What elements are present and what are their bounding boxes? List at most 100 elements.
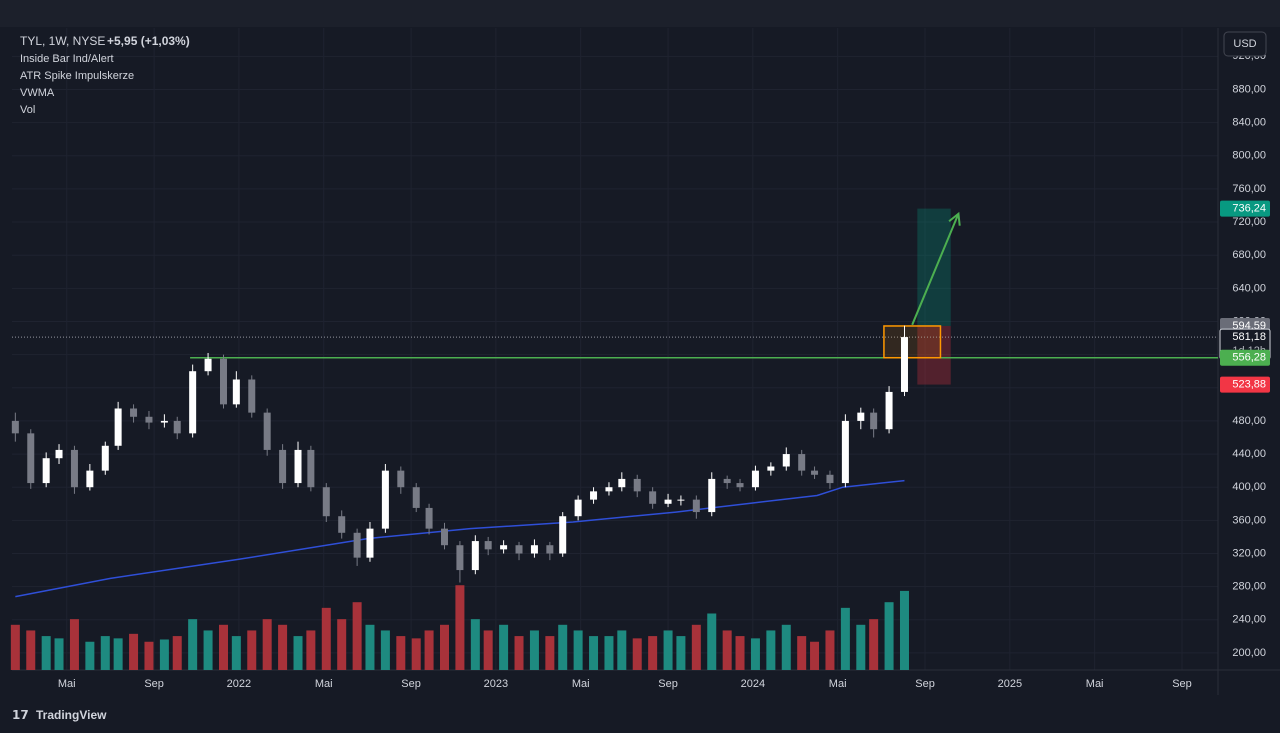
candle-body (692, 499, 700, 513)
stop-zone (917, 325, 951, 385)
currency[interactable]: USD (1233, 38, 1256, 50)
candle-body (708, 478, 716, 513)
volume-bar (499, 624, 509, 670)
top-strip (0, 0, 1280, 27)
candle-body (42, 458, 50, 484)
x-tick-label: 2024 (741, 678, 765, 690)
candle-body (870, 412, 878, 430)
candle-body (130, 408, 138, 417)
y-tick-label: 800,00 (1232, 150, 1266, 162)
volume-bar (722, 630, 732, 670)
brand: TradingView (36, 708, 107, 722)
y-tick-label: 200,00 (1232, 647, 1266, 659)
volume-bar (514, 636, 524, 670)
candle-body (189, 371, 197, 434)
volume-bar (85, 641, 95, 670)
price-label-bg (1220, 376, 1270, 393)
y-tick-label: 840,00 (1232, 117, 1266, 129)
candle-body (633, 478, 641, 492)
volume-bar (396, 636, 406, 670)
volume-bar (69, 619, 79, 670)
candle-body (279, 449, 287, 484)
candle-body (456, 545, 464, 571)
currency-button[interactable] (1223, 31, 1267, 57)
x-tick-label: Mai (315, 678, 333, 690)
candle-body (664, 499, 672, 504)
volume-bar (810, 641, 820, 670)
x-tick-label: Mai (58, 678, 76, 690)
candle-body (767, 466, 775, 471)
volume-bar (676, 636, 686, 670)
volume-bar (884, 602, 894, 670)
vwma-line (15, 479, 905, 598)
logo: 𝟭𝟳 (12, 708, 29, 722)
volume-bar (113, 638, 123, 670)
candle-body (811, 470, 819, 475)
y-tick-label: 400,00 (1232, 481, 1266, 493)
volume-bar (218, 624, 228, 670)
y-tick-label: 880,00 (1232, 83, 1266, 95)
grid: 200,00 240,00 280,00 320,00 360,00 400,00 440,… (12, 28, 1280, 695)
candle-body (248, 379, 256, 413)
volume-layer (10, 585, 909, 670)
candle-body (751, 470, 759, 488)
volume-bar (278, 624, 288, 670)
y-tick-label: 240,00 (1232, 614, 1266, 626)
volume-bar (231, 636, 241, 670)
volume-bar (483, 630, 493, 670)
volume-bar (529, 630, 539, 670)
candle-body (590, 491, 598, 500)
volume-bar (470, 619, 480, 670)
volume-bar (573, 630, 583, 670)
volume-bar (899, 590, 909, 670)
volume-bar (691, 624, 701, 670)
annotations (12, 208, 1218, 598)
candle-body (500, 545, 508, 550)
candle-body (515, 545, 523, 554)
candle-body (530, 545, 538, 554)
volume-bar (424, 630, 434, 670)
y-tick-label: 680,00 (1232, 249, 1266, 261)
volume-bar (604, 636, 614, 670)
volume-bar (293, 636, 303, 670)
candle-body (559, 516, 567, 554)
candle-body (574, 499, 582, 517)
candle-body (397, 470, 405, 488)
inside-bar-box (883, 325, 942, 359)
candle-body (798, 454, 806, 471)
candle-body (366, 528, 374, 558)
volume-bar (663, 630, 673, 670)
x-tick-label: Sep (1172, 678, 1192, 690)
y-tick-label: 480,00 (1232, 415, 1266, 427)
volume-bar (558, 624, 568, 670)
arrow-head (948, 211, 961, 226)
y-tick-label: 640,00 (1232, 282, 1266, 294)
candle-body (101, 445, 109, 471)
candle-body (736, 483, 744, 488)
candle-body (900, 337, 908, 392)
candle-body (338, 516, 346, 533)
candle-body (412, 487, 420, 508)
volume-bar (545, 636, 555, 670)
candle-body (114, 408, 122, 446)
candle-body (204, 358, 212, 372)
volume-bar (411, 638, 421, 670)
y-tick-label: 320,00 (1232, 547, 1266, 559)
volume-bar (617, 630, 627, 670)
x-tick-label: 2022 (227, 678, 251, 690)
volume-bar (365, 624, 375, 670)
volume-bar (781, 624, 791, 670)
candle-body (173, 420, 181, 434)
candle-body (219, 358, 227, 405)
indicator: Vol (20, 104, 35, 116)
candle-body (857, 412, 865, 421)
candle-body (484, 541, 492, 550)
candle-body (86, 470, 94, 488)
candle-body (145, 416, 153, 423)
volume-bar (797, 636, 807, 670)
volume-bar (159, 639, 169, 670)
candle-body (425, 507, 433, 529)
volume-bar (306, 630, 316, 670)
volume-bar (203, 630, 213, 670)
candle-body (27, 433, 35, 484)
